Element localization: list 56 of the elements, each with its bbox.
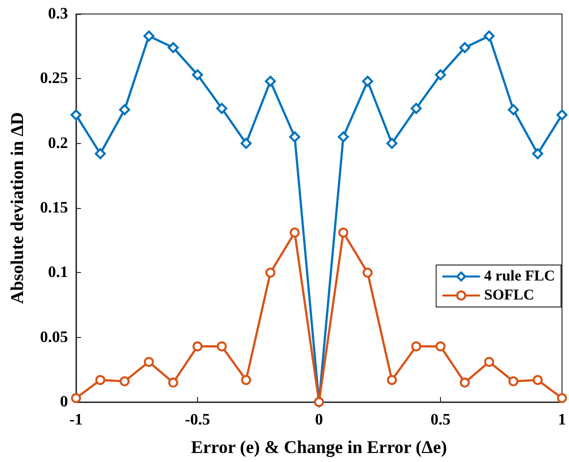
point bbox=[508, 104, 519, 116]
y-tick-label: 0.3 bbox=[48, 6, 68, 22]
point bbox=[386, 375, 397, 386]
point bbox=[168, 42, 179, 54]
point bbox=[459, 42, 470, 54]
y-tick-label: 0.1 bbox=[48, 264, 68, 282]
point bbox=[338, 131, 349, 142]
point bbox=[532, 375, 543, 386]
point bbox=[484, 30, 495, 42]
y-tick-label: 0.25 bbox=[40, 70, 68, 88]
point bbox=[362, 268, 373, 278]
y-tick-label: 0.2 bbox=[48, 134, 68, 152]
point bbox=[532, 148, 544, 160]
y-tick-label: 0.05 bbox=[40, 328, 68, 346]
point bbox=[168, 378, 178, 388]
point bbox=[557, 393, 567, 404]
y-tick-label: 0.15 bbox=[40, 200, 68, 216]
x-axis-title: Error (e) & Change in Error (Δe) bbox=[191, 437, 447, 457]
point bbox=[216, 341, 227, 352]
point bbox=[119, 104, 130, 116]
point bbox=[241, 375, 252, 386]
point bbox=[144, 356, 154, 367]
x-tick-label: -0.5 bbox=[184, 412, 210, 428]
x-tick-label: 0.5 bbox=[430, 412, 450, 428]
point bbox=[436, 341, 446, 352]
x-tick-label: 1 bbox=[558, 412, 566, 428]
point bbox=[289, 131, 300, 142]
point bbox=[192, 341, 202, 352]
point bbox=[240, 138, 252, 149]
point bbox=[120, 376, 130, 386]
point bbox=[338, 228, 348, 238]
point bbox=[265, 268, 276, 278]
point bbox=[386, 138, 398, 149]
point bbox=[71, 393, 81, 404]
point bbox=[94, 148, 106, 160]
x-tick-label: -1 bbox=[69, 412, 83, 428]
point bbox=[264, 76, 276, 87]
point bbox=[460, 378, 470, 388]
point bbox=[556, 109, 568, 120]
point bbox=[508, 376, 518, 386]
x-tick-label: 0 bbox=[315, 412, 323, 428]
point bbox=[216, 102, 228, 114]
legend-label: SOFLC bbox=[484, 288, 534, 304]
point bbox=[410, 102, 422, 114]
point bbox=[362, 76, 374, 87]
point bbox=[192, 69, 203, 80]
point bbox=[143, 30, 154, 42]
point bbox=[70, 109, 82, 120]
point bbox=[95, 375, 106, 386]
point bbox=[411, 341, 422, 352]
point bbox=[290, 228, 300, 238]
point bbox=[484, 356, 494, 367]
point bbox=[435, 69, 446, 80]
y-tick-label: 0 bbox=[60, 394, 68, 410]
y-axis-title: Absolute deviation in ΔD bbox=[7, 112, 27, 304]
legend-label: 4 rule FLC bbox=[484, 268, 556, 284]
